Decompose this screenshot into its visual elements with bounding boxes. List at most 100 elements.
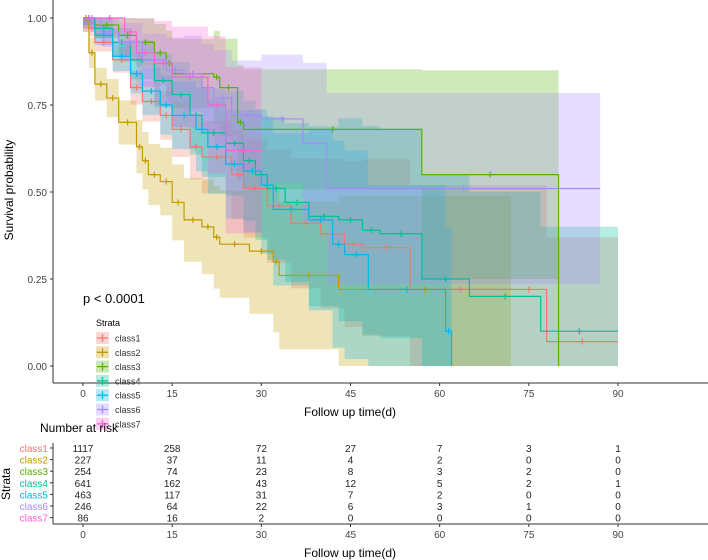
censor-mark-class3 xyxy=(237,119,244,126)
risk-x-tick-label: 30 xyxy=(256,530,268,541)
risk-cell: 0 xyxy=(526,490,532,501)
censor-mark-class5 xyxy=(133,70,140,77)
censor-mark-class1 xyxy=(234,171,241,178)
risk-cell: 2 xyxy=(437,490,443,501)
censor-mark-class4 xyxy=(246,157,253,164)
risk-cell: 2 xyxy=(526,479,532,490)
censor-mark-class2 xyxy=(97,81,104,88)
risk-cell: 27 xyxy=(345,444,357,455)
risk-cell: 7 xyxy=(437,444,443,455)
x-tick-label: 0 xyxy=(80,389,86,400)
censor-mark-class2 xyxy=(273,258,280,265)
legend-key-class3 xyxy=(97,362,108,371)
risk-cell: 1 xyxy=(615,444,621,455)
risk-table-title: Number at risk xyxy=(40,421,119,435)
censor-mark-class4 xyxy=(273,185,280,192)
censor-mark-class5 xyxy=(403,286,410,293)
legend-label-class6: class6 xyxy=(115,405,141,415)
censor-mark-class5 xyxy=(213,143,220,150)
survival-curve-class2 xyxy=(83,17,511,291)
survival-curve-class6 xyxy=(83,17,601,190)
risk-x-tick-label: 45 xyxy=(345,530,357,541)
risk-cell: 74 xyxy=(167,467,179,478)
risk-cell: 31 xyxy=(256,490,268,501)
legend-label-class3: class3 xyxy=(115,362,141,372)
risk-x-tick-label: 15 xyxy=(167,530,179,541)
risk-cell: 11 xyxy=(256,456,267,467)
risk-cell: 12 xyxy=(345,479,357,490)
censor-mark-class4 xyxy=(100,25,107,32)
survival-curve-class5 xyxy=(83,17,453,366)
risk-cell: 227 xyxy=(75,456,92,467)
ci-bands xyxy=(83,18,618,366)
risk-cell: 64 xyxy=(167,502,179,513)
y-tick-label: 0.00 xyxy=(28,362,48,373)
censor-mark-class2 xyxy=(142,157,149,164)
risk-cell: 0 xyxy=(526,456,532,467)
censor-mark-class2 xyxy=(213,234,220,241)
censor-mark-class1 xyxy=(383,244,390,251)
censor-mark-class1 xyxy=(252,185,259,192)
risk-cell: 0 xyxy=(615,467,621,478)
axes: 0.00 0.25 0.50 0.75 1.00 0 15 30 45 60 75 90 xyxy=(28,0,708,400)
y-tick-label: 0.75 xyxy=(28,101,48,112)
risk-x-tick-label: 60 xyxy=(434,530,446,541)
censor-mark-class2 xyxy=(231,241,238,248)
risk-cell: 43 xyxy=(256,479,268,490)
censor-mark-class4 xyxy=(210,129,217,136)
censor-mark-class1 xyxy=(178,126,185,133)
risk-cell: 23 xyxy=(256,467,268,478)
censor-mark-class7 xyxy=(106,15,113,21)
censor-mark-class7 xyxy=(85,15,92,21)
censor-mark-class5 xyxy=(317,216,324,223)
censor-mark-class3 xyxy=(329,126,336,133)
censor-mark-class5 xyxy=(163,102,170,108)
risk-cell: 7 xyxy=(348,490,354,501)
ci-band-class6 xyxy=(83,18,601,293)
censor-mark-class1 xyxy=(525,286,532,293)
censor-mark-class4 xyxy=(178,91,185,98)
risk-cell: 0 xyxy=(615,502,621,513)
censor-mark-class1 xyxy=(133,84,140,91)
ci-band-class2 xyxy=(83,18,511,366)
censor-mark-class5 xyxy=(264,182,271,189)
legend-title: Strata xyxy=(96,318,120,328)
censor-mark-class1 xyxy=(276,202,283,209)
censor-mark-class3 xyxy=(103,21,110,28)
censor-mark-class5 xyxy=(148,88,155,95)
risk-cell: 0 xyxy=(615,514,621,525)
risk-cell: 258 xyxy=(164,444,181,455)
risk-cell: 254 xyxy=(75,467,92,478)
censor-mark-class1 xyxy=(350,241,357,248)
risk-cell: 72 xyxy=(256,444,268,455)
risk-x-tick-label: 0 xyxy=(80,530,86,541)
censor-mark-class1 xyxy=(88,25,95,32)
censor-mark-class4 xyxy=(442,276,449,282)
censor-mark-class6 xyxy=(279,115,286,122)
risk-x-tick-label: 90 xyxy=(612,530,624,541)
censor-mark-class5 xyxy=(198,126,205,133)
legend-label-class1: class1 xyxy=(115,334,141,344)
censor-mark-class2 xyxy=(109,95,116,102)
censor-mark-class3 xyxy=(157,49,164,56)
censor-mark-class2 xyxy=(163,178,170,185)
censor-mark-class1 xyxy=(579,338,586,345)
censor-mark-class7 xyxy=(160,60,167,67)
legend-key-class5 xyxy=(97,391,108,400)
censor-mark-class6 xyxy=(460,185,467,192)
risk-cell: 86 xyxy=(77,514,89,525)
risk-cell: 6 xyxy=(348,502,354,513)
censor-mark-class4 xyxy=(231,140,238,147)
censor-mark-class3 xyxy=(487,171,494,178)
legend-label-class2: class2 xyxy=(115,348,141,358)
risk-cell: 0 xyxy=(526,514,532,525)
censor-mark-class4 xyxy=(294,199,300,206)
censor-mark-class3 xyxy=(213,74,220,81)
legend-key-class6 xyxy=(97,405,108,414)
censor-mark-class2 xyxy=(258,248,265,255)
risk-row-label-class3: class3 xyxy=(20,467,49,478)
censor-mark-class7 xyxy=(240,147,247,154)
